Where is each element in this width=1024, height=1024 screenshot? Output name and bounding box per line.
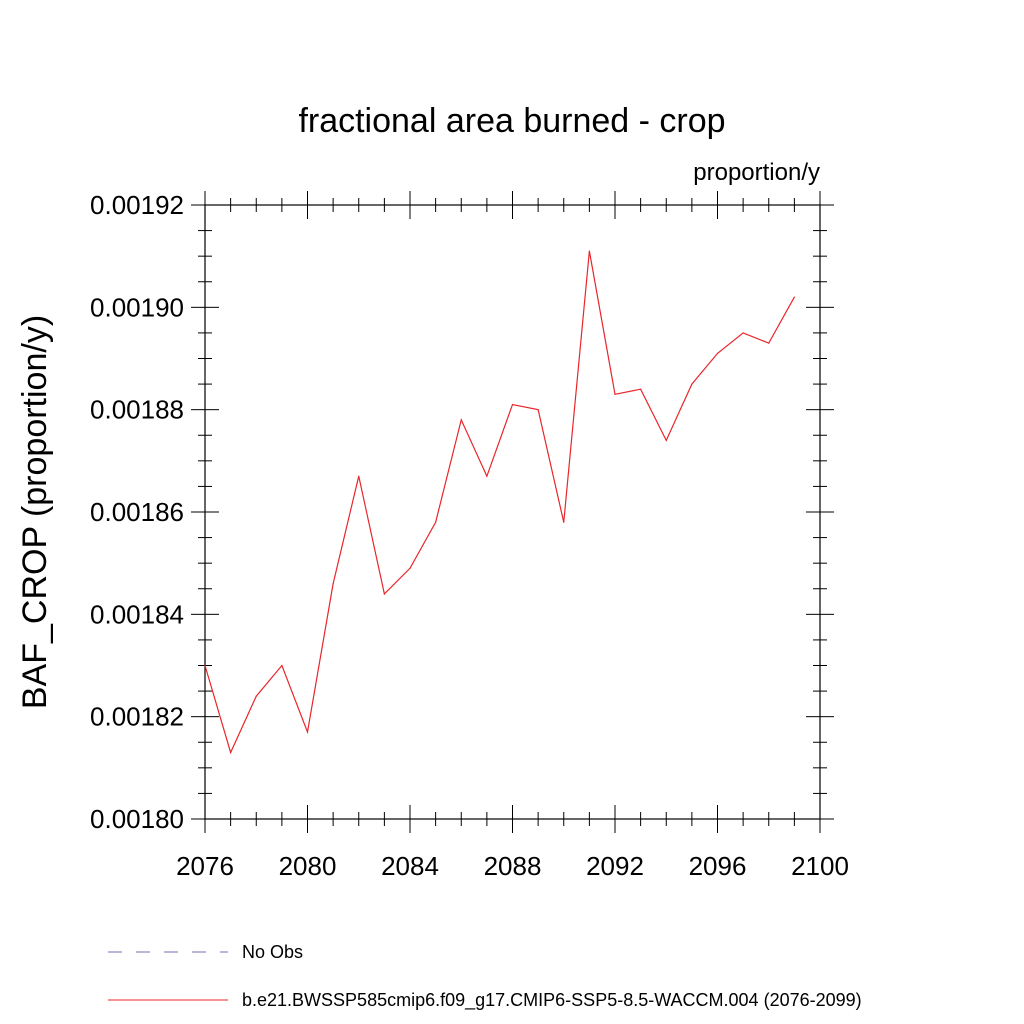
data-point (383, 593, 385, 595)
y-tick-label: 0.00192 (90, 190, 184, 220)
data-point (435, 521, 437, 523)
legend-label: b.e21.BWSSP585cmip6.f09_g17.CMIP6-SSP5-8… (242, 990, 862, 1011)
data-point (486, 475, 488, 477)
data-point (255, 695, 257, 697)
series-line (204, 250, 795, 755)
x-tick-label: 2092 (586, 851, 644, 881)
plot-frame (204, 204, 821, 820)
y-tick-label: 0.00182 (90, 702, 184, 732)
data-point (460, 419, 462, 421)
data-point (768, 342, 770, 344)
x-tick-label: 2076 (176, 851, 234, 881)
chart-title: fractional area burned - crop (298, 102, 725, 140)
data-point (281, 664, 283, 667)
x-tick-label: 2096 (689, 851, 747, 881)
y-tick-label: 0.00188 (90, 395, 184, 425)
data-point (691, 383, 693, 385)
x-tick-label: 2080 (279, 851, 337, 881)
y-tick-label: 0.00190 (90, 292, 184, 322)
data-point (793, 296, 795, 298)
y-tick-label: 0.00180 (90, 804, 184, 834)
axis-ticks (191, 191, 834, 833)
data-point (716, 352, 719, 354)
data-point (614, 393, 616, 395)
data-point (640, 388, 642, 390)
data-point (588, 250, 590, 252)
y-tick-label: 0.00184 (90, 599, 184, 629)
units-label: proportion/y (693, 159, 820, 186)
data-point (230, 751, 232, 754)
data-point (665, 439, 667, 441)
data-point (204, 664, 206, 667)
data-point (742, 332, 744, 334)
y-tick-label: 0.00186 (90, 497, 184, 527)
legend: No Obs b.e21.BWSSP585cmip6.f09_g17.CMIP6-… (108, 942, 862, 1011)
legend-label: No Obs (242, 942, 303, 962)
x-tick-label: 2100 (791, 851, 849, 881)
data-point (537, 409, 539, 411)
x-tick-label: 2088 (484, 851, 542, 881)
y-tick-labels: 0.00180 0.00182 0.00184 0.00186 0.00188 0.001… (90, 190, 184, 834)
data-point (332, 583, 334, 585)
data-point (563, 521, 565, 523)
data-point (358, 475, 360, 477)
data-point (306, 731, 309, 733)
x-tick-label: 2084 (381, 851, 439, 881)
series-layer (204, 250, 795, 755)
data-point (511, 403, 514, 406)
y-axis-label: BAF_CROP (proportion/y) (16, 315, 54, 709)
data-point (409, 567, 411, 569)
x-tick-labels: 2076 2080 2084 2088 2092 2096 2100 (176, 851, 849, 881)
